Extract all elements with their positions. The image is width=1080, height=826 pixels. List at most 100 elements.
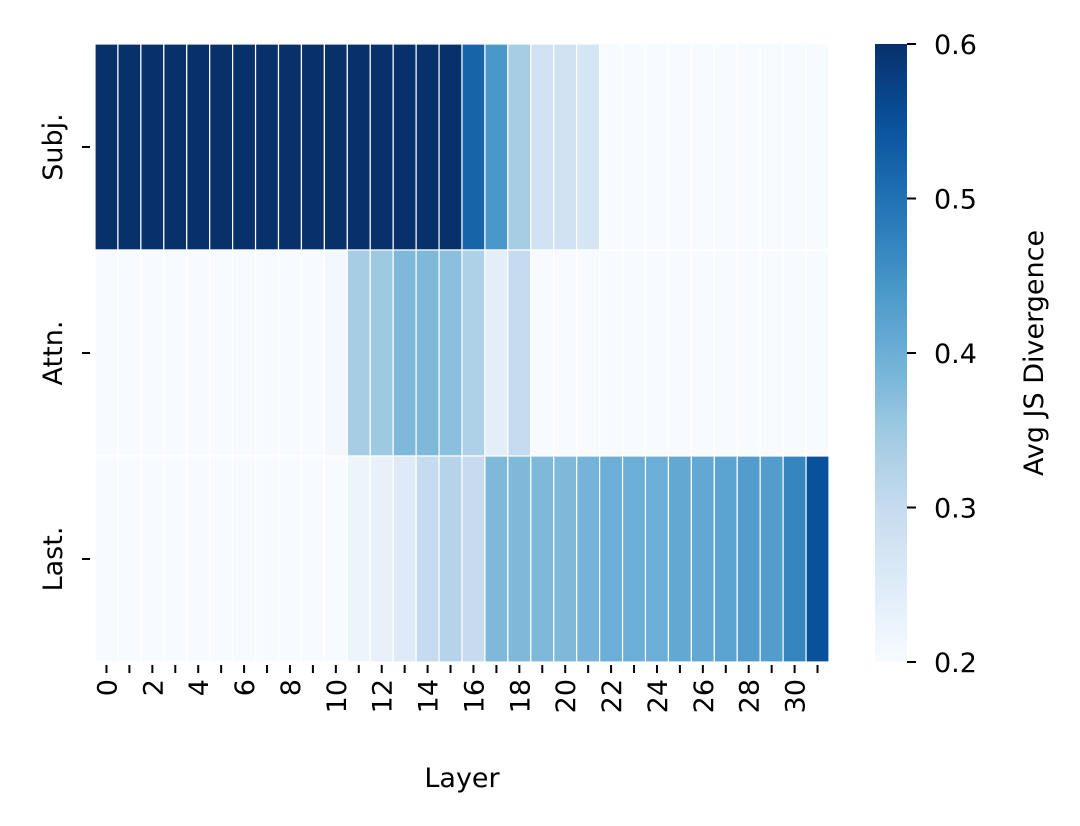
heatmap-cells [94,43,830,663]
y-tick-label: Last. [38,527,69,592]
x-tick-label: 14 [414,679,445,713]
heatmap-cell [277,455,303,663]
heatmap-cell [186,455,211,663]
heatmap-cell [369,249,394,457]
heatmap-cell [759,43,784,251]
x-tick-label: 10 [322,679,353,713]
heatmap-cell [736,455,761,663]
heatmap-cell [346,249,371,457]
heatmap-cell [782,455,807,663]
heatmap-cell [461,455,486,663]
heatmap-cell [599,455,624,663]
heatmap-cell [300,455,325,663]
heatmap-cell [805,43,830,251]
heatmap-cell [186,249,211,457]
heatmap-cell [94,249,119,457]
colorbar-tick-label: 0.4 [934,339,977,370]
x-tick-label: 0 [92,679,123,696]
heatmap-cell [461,43,486,251]
x-tick-label: 28 [735,679,766,713]
heatmap-cell [300,249,325,457]
heatmap-cell [186,43,211,251]
heatmap-cell [94,43,119,251]
heatmap-cell [713,249,738,457]
heatmap-cell [736,249,761,457]
heatmap-cell [438,455,463,663]
colorbar-tick-label: 0.5 [934,185,977,216]
heatmap-cell [530,249,555,457]
heatmap-cell [621,249,647,457]
heatmap-cell [553,455,578,663]
x-tick-label: 12 [368,679,399,713]
heatmap-cell [507,455,532,663]
heatmap-cell [667,249,692,457]
heatmap-cell [438,249,463,457]
heatmap-cell [621,43,647,251]
x-tick-label: 2 [138,679,169,696]
colorbar-tick-label: 0.2 [934,648,977,679]
heatmap-cell [805,249,830,457]
heatmap-cell [576,43,601,251]
heatmap-cell [392,43,417,251]
x-tick-label: 16 [459,679,490,713]
heatmap-cell [163,43,188,251]
heatmap-cell [369,43,394,251]
x-tick-label: 6 [230,679,261,696]
colorbar-tick-label: 0.3 [934,494,977,525]
colorbar-ticks: 0.2 0.3 0.4 0.5 0.6 [907,30,977,679]
heatmap-cell [323,249,348,457]
heatmap-cell [530,455,555,663]
heatmap-cell [209,455,234,663]
heatmap-cell [690,455,715,663]
heatmap-cell [599,43,624,251]
x-tick-label: 18 [505,679,536,713]
colorbar-tick-label: 0.6 [934,30,977,61]
heatmap-cell [576,455,601,663]
heatmap-cell [392,455,417,663]
heatmap-cell [667,455,692,663]
y-tick-label: Attn. [38,321,69,386]
heatmap-cell [117,43,142,251]
x-tick-label: 30 [781,679,812,713]
x-tick-label: 24 [643,679,674,713]
heatmap-cell [117,455,142,663]
heatmap-cell [690,249,715,457]
heatmap-cell [621,455,647,663]
heatmap-cell [759,249,784,457]
heatmap-cell [232,455,257,663]
heatmap-cell [346,455,371,663]
heatmap-cell [140,249,165,457]
heatmap-cell [553,249,578,457]
heatmap-cell [277,249,303,457]
heatmap-cell [323,455,348,663]
heatmap-cell [713,43,738,251]
heatmap-cell [209,43,234,251]
heatmap-cell [599,249,624,457]
colorbar [875,44,907,662]
heatmap-cell [163,249,188,457]
heatmap-cell [232,43,257,251]
heatmap-cell [117,249,142,457]
heatmap-cell [254,249,280,457]
heatmap-cell [369,455,394,663]
heatmap-cell [209,249,234,457]
heatmap-cell [415,43,440,251]
x-tick-label: 20 [551,679,582,713]
y-tick-label: Subj. [38,113,69,180]
x-axis: 0 2 4 6 8 10 12 14 16 18 20 22 24 26 28 30 [92,665,819,713]
heatmap-cell [805,455,830,663]
heatmap-cell [759,455,784,663]
heatmap-cell [736,43,761,251]
heatmap-cell [415,249,440,457]
heatmap-cell [507,43,532,251]
heatmap-cell [140,43,165,251]
heatmap-cell [232,249,257,457]
heatmap-cell [644,455,670,663]
heatmap-cell [484,43,509,251]
heatmap-cell [392,249,417,457]
heatmap-cell [438,43,463,251]
heatmap-cell [690,43,715,251]
heatmap-cell [461,249,486,457]
heatmap-cell [254,43,280,251]
